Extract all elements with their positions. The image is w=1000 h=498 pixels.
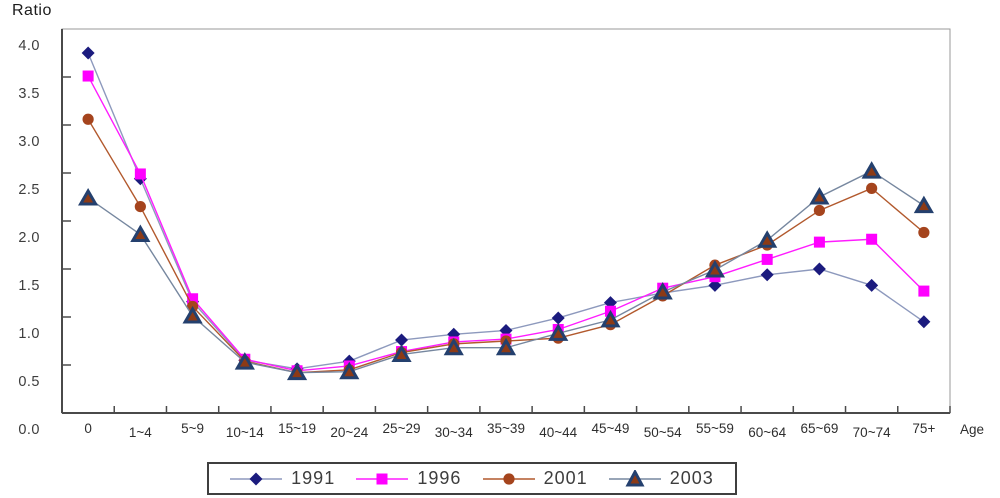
legend-marker-circle-icon [482, 472, 535, 485]
marker-circle [866, 182, 878, 194]
x-category-label: 30~34 [434, 425, 473, 440]
series-line-1991 [87, 52, 925, 370]
y-tick-label: 2.5 [18, 182, 40, 198]
x-category-label: 50~54 [643, 425, 682, 440]
marker-triangle [652, 282, 673, 300]
x-category-label: 60~64 [748, 425, 787, 440]
x-category-label: 25~29 [382, 421, 421, 436]
marker-square [82, 70, 94, 82]
marker-triangle [548, 323, 569, 341]
marker-triangle [600, 309, 621, 328]
marker-triangle [757, 230, 778, 248]
marker-triangle [913, 195, 934, 214]
marker-triangle [234, 352, 255, 370]
y-tick-label: 1.5 [18, 278, 40, 294]
marker-triangle [809, 186, 830, 205]
legend-marker-triangle-icon [608, 469, 661, 486]
marker-diamond [395, 333, 409, 347]
x-category-label: 35~39 [487, 421, 525, 436]
y-tick-label: 4.0 [18, 38, 40, 54]
x-category-label: 10~14 [225, 425, 264, 440]
marker-square [918, 285, 930, 297]
x-category-label: 0 [84, 421, 92, 436]
marker-diamond [760, 268, 774, 282]
x-category-label: 45~49 [591, 421, 630, 436]
x-category-label: 20~24 [330, 425, 369, 440]
legend-marker-diamond-icon [230, 472, 283, 485]
x-category-label: 55~59 [695, 421, 734, 436]
marker-triangle [130, 224, 151, 242]
x-category-label: 5~9 [181, 421, 205, 436]
y-tick-label: 1.0 [18, 326, 40, 342]
legend-item-1991: 1991 [230, 468, 335, 489]
legend-item-2001: 2001 [482, 468, 588, 489]
x-category-label: 1~4 [128, 425, 152, 440]
legend-marker-square-icon [356, 473, 409, 484]
marker-triangle [495, 337, 517, 356]
marker-triangle [78, 187, 99, 206]
y-tick-label: 2.0 [18, 230, 40, 246]
marker-diamond [865, 278, 879, 292]
y-tick-label: 0.5 [18, 374, 40, 390]
legend-item-2003: 2003 [608, 468, 714, 489]
marker-circle [82, 113, 94, 125]
marker-triangle [443, 337, 464, 356]
legend-label: 2001 [543, 468, 588, 488]
y-tick-label: 0.0 [18, 422, 40, 438]
legend-label: 2003 [669, 468, 714, 488]
x-category-label: 70~74 [852, 425, 891, 440]
marker-diamond [917, 315, 931, 329]
legend-label: 1996 [417, 468, 462, 488]
x-category-label: 65~69 [800, 421, 839, 436]
x-category-label: 15~19 [278, 421, 316, 436]
legend-item-1996: 1996 [356, 468, 461, 489]
marker-diamond [551, 311, 565, 325]
x-category-label: 75+ [912, 421, 936, 436]
marker-triangle [286, 362, 308, 381]
marker-square [761, 253, 773, 265]
marker-circle [813, 204, 826, 217]
y-tick-label: 3.0 [18, 134, 40, 150]
marker-square [866, 233, 878, 245]
x-axis-title: Age [960, 422, 985, 437]
marker-triangle [391, 344, 412, 362]
marker-square [134, 168, 146, 180]
marker-square [187, 293, 199, 305]
x-category-label: 40~44 [539, 425, 578, 440]
marker-diamond [81, 46, 95, 60]
marker-circle [918, 226, 930, 239]
marker-triangle [704, 259, 726, 278]
marker-circle [134, 201, 146, 213]
y-tick-label: 3.5 [18, 86, 40, 102]
marker-square [813, 236, 825, 248]
marker-triangle [182, 306, 203, 324]
marker-diamond [812, 262, 826, 276]
marker-triangle [339, 361, 360, 380]
legend: 1991 1996 2001 2003 [207, 462, 737, 495]
marker-triangle [861, 161, 882, 179]
legend-label: 1991 [291, 468, 336, 488]
plot-border [61, 28, 951, 414]
y-axis-title: Ratio [12, 2, 52, 19]
